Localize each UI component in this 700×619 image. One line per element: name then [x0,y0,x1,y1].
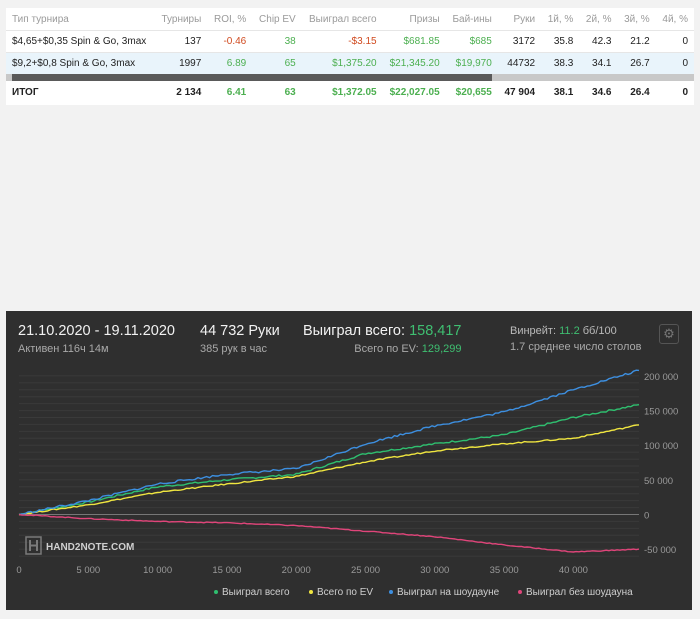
cell-prizes: $21,345.20 [382,52,446,74]
hands-count: 44 732 Руки [200,323,280,339]
stats-table-container: Тип турнира Турниры ROI, % Chip EV Выиграл в… [6,8,694,105]
column-header[interactable]: Chip EV [259,13,296,25]
total-p1: 38.1 [553,86,574,98]
active-time: Активен 116ч 14м [18,343,109,355]
winrate-unit: бб/100 [582,325,617,337]
y-tick-label: 200 000 [644,372,678,383]
legend-item-showdown[interactable]: Выиграл на шоудауне [389,587,499,598]
cell-p4: 0 [655,30,694,53]
series-non-showdown-line [18,513,640,553]
total-hands: 47 904 [504,86,536,98]
column-header[interactable]: Бай-ины [452,13,492,25]
legend-item-non-showdown[interactable]: Выиграл без шоудауна [518,587,633,598]
y-tick-label: 150 000 [644,407,678,418]
table-row-selected[interactable]: $9,2+$0,8 Spin & Go, 3max 1997 6.89 65 $… [6,52,694,74]
cell-hands: 3172 [497,30,542,53]
ev-total-label: Всего по EV: [354,343,419,355]
x-tick-label: 35 000 [490,565,519,576]
cell-p2: 34.1 [579,52,618,74]
column-header[interactable]: 3й, % [624,13,650,25]
x-tick-label: 25 000 [351,565,380,576]
cell-p2: 42.3 [579,30,618,53]
total-label: ИТОГ [12,86,39,98]
y-tick-label: 100 000 [644,441,678,452]
cell-tournaments: 1997 [154,52,208,74]
x-tick-label: 5 000 [76,565,100,576]
results-line-chart: 200 000 150 000 100 000 50 000 0 -50 000 0 5 00… [16,369,678,576]
scrollbar-thumb[interactable] [12,74,492,81]
table-total-row: ИТОГ 2 134 6.41 63 $1,372.05 $22,027.05 … [6,81,694,103]
total-chip-ev: 63 [284,86,296,98]
winrate-value: 11.2 [559,325,580,337]
gear-icon[interactable]: ⚙ [659,324,679,344]
series-showdown-line [18,369,640,516]
cell-roi: -0.46 [207,30,253,53]
cell-p4: 0 [655,52,694,74]
series-ev-total-line [18,424,640,516]
ev-total-value: 129,299 [421,343,462,355]
cell-won-total: -$3.15 [301,30,383,53]
y-tick-label: 50 000 [644,476,673,487]
cell-buyins: $685 [445,30,498,53]
table-header-row: Тип турнира Турниры ROI, % Chip EV Выиграл в… [6,8,694,31]
cell-tournaments: 137 [154,30,208,53]
hand2note-logo: HAND2NOTE.COM [25,536,134,555]
y-tick-label: -50 000 [644,545,676,556]
avg-tables: 1.7 среднее число столов [510,341,642,353]
table-row[interactable]: $4,65+$0,35 Spin & Go, 3max 137 -0.46 38… [6,30,694,53]
tournament-stats-table: Тип турнира Турниры ROI, % Chip EV Выиграл в… [6,8,694,103]
total-prizes: $22,027.05 [389,86,440,98]
hands-per-hour: 385 рук в час [200,343,268,355]
y-tick-label: 0 [644,511,649,522]
cell-p3: 26.7 [617,52,656,74]
legend-item-ev-total[interactable]: Всего по EV [309,587,373,598]
cell-hands: 44732 [497,52,542,74]
column-header[interactable]: Руки [513,13,536,25]
horizontal-scrollbar[interactable] [6,74,694,81]
cell-type: $4,65+$0,35 Spin & Go, 3max [6,30,155,53]
legend-item-won-total[interactable]: Выиграл всего [214,587,290,598]
series-won-total-line [18,404,640,516]
column-header[interactable]: Турниры [161,13,202,25]
won-total-value: 158,417 [409,323,462,339]
total-p4: 0 [682,86,688,98]
results-graph-panel: 21.10.2020 - 19.11.2020 Активен 116ч 14м… [6,311,692,610]
column-header[interactable]: Тип турнира [12,13,69,25]
date-range: 21.10.2020 - 19.11.2020 [18,323,175,339]
cell-p1: 35.8 [541,30,580,53]
cell-roi: 6.89 [207,52,253,74]
column-header[interactable]: Призы [409,13,440,25]
column-header[interactable]: 2й, % [585,13,612,25]
cell-chip-ev: 65 [252,52,302,74]
total-won-total: $1,372.05 [332,86,377,98]
cell-type: $9,2+$0,8 Spin & Go, 3max [6,52,155,74]
cell-chip-ev: 38 [252,30,302,53]
x-tick-label: 10 000 [143,565,172,576]
x-tick-label: 30 000 [420,565,449,576]
column-header[interactable]: 1й, % [547,13,574,25]
x-tick-label: 20 000 [282,565,311,576]
won-total-label: Выиграл всего: [303,323,406,339]
cell-p1: 38.3 [541,52,580,74]
x-tick-label: 15 000 [212,565,241,576]
column-header[interactable]: ROI, % [214,13,247,25]
winrate-label: Винрейт: [510,325,557,337]
total-p3: 26.4 [630,86,650,98]
x-tick-label: 40 000 [559,565,588,576]
total-p2: 34.6 [592,86,612,98]
x-tick-label: 0 [16,565,21,576]
total-tournaments: 2 134 [176,86,202,98]
column-header[interactable]: 4й, % [662,13,688,25]
total-buyins: $20,655 [455,86,492,98]
cell-p3: 21.2 [617,30,656,53]
column-header[interactable]: Выиграл всего [309,13,377,25]
cell-prizes: $681.85 [382,30,446,53]
watermark-text: HAND2NOTE.COM [46,542,134,553]
cell-won-total: $1,375.20 [301,52,383,74]
total-roi: 6.41 [226,86,247,98]
cell-buyins: $19,970 [445,52,498,74]
